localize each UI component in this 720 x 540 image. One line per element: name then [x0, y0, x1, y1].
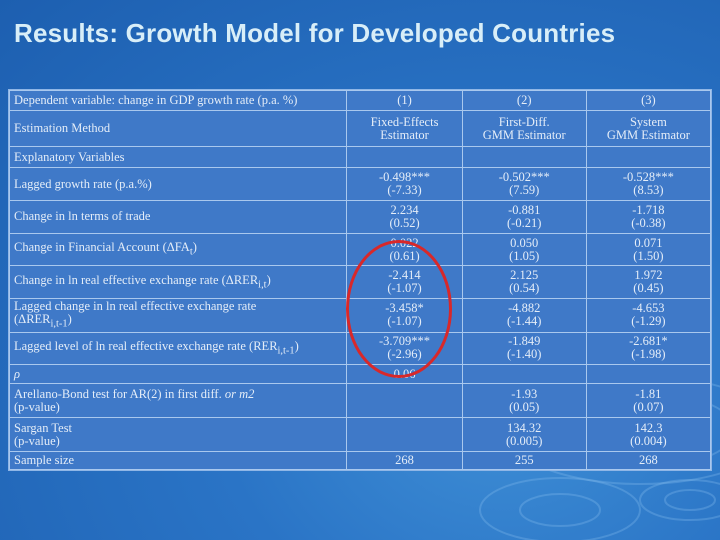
- estimation-method-row: Estimation Method Fixed-Effects Estimator…: [8, 110, 712, 148]
- table-row: Lagged growth rate (p.a.%) -0.498*** (-7.…: [8, 167, 712, 201]
- estimation-method-label: Estimation Method: [8, 110, 348, 148]
- rho-row: ρ 0.06: [8, 364, 712, 385]
- coef-cell: -1.718 (-0.38): [585, 199, 712, 234]
- coef-cell: -0.498*** (-7.33): [346, 167, 463, 201]
- row-label: Change in Financial Account (ΔFAt): [8, 232, 348, 267]
- table-row: Lagged level of ln real effective exchan…: [8, 331, 712, 366]
- sargan-row: Sargan Test (p-value) 134.32 (0.005) 142.3…: [8, 417, 712, 452]
- column-header-3: (3): [585, 89, 712, 112]
- sargan-label: Sargan Test (p-value): [8, 417, 348, 452]
- sargan-cell-2: 134.32 (0.005): [461, 417, 587, 452]
- row-label: Change in ln real effective exchange rat…: [8, 265, 348, 300]
- explanatory-variables-label: Explanatory Variables: [8, 146, 348, 169]
- sample-size-2: 255: [461, 450, 587, 471]
- column-header-1: (1): [346, 89, 463, 112]
- sample-size-3: 268: [585, 450, 712, 471]
- method-cell-3: System GMM Estimator: [585, 110, 712, 148]
- column-header-2: (2): [461, 89, 587, 112]
- coef-cell: 1.972 (0.45): [585, 265, 712, 300]
- coef-cell: -3.458* (-1.07): [346, 298, 463, 333]
- row-label: Lagged growth rate (p.a.%): [8, 167, 348, 201]
- coef-cell: -0.881 (-0.21): [461, 199, 587, 234]
- arellano-bond-label: Arellano-Bond test for AR(2) in first di…: [8, 383, 348, 419]
- coef-cell: 0.071 (1.50): [585, 232, 712, 267]
- coef-cell: -0.502*** (7.59): [461, 167, 587, 201]
- coef-cell: 2.234 (0.52): [346, 199, 463, 234]
- coef-cell: -4.882 (-1.44): [461, 298, 587, 333]
- table-row: Change in ln terms of trade 2.234 (0.52) …: [8, 199, 712, 234]
- ab-cell-2: -1.93 (0.05): [461, 383, 587, 419]
- dependent-variable-label: Dependent variable: change in GDP growth…: [8, 89, 348, 112]
- coef-cell: -4.653 (-1.29): [585, 298, 712, 333]
- ab-cell-3: -1.81 (0.07): [585, 383, 712, 419]
- method-cell-1: Fixed-Effects Estimator: [346, 110, 463, 148]
- row-label: Lagged level of ln real effective exchan…: [8, 331, 348, 366]
- sample-size-label: Sample size: [8, 450, 348, 471]
- sargan-cell-3: 142.3 (0.004): [585, 417, 712, 452]
- sample-size-1: 268: [346, 450, 463, 471]
- table-row: Change in ln real effective exchange rat…: [8, 265, 712, 300]
- arellano-bond-row: Arellano-Bond test for AR(2) in first di…: [8, 383, 712, 419]
- table-header-row: Dependent variable: change in GDP growth…: [8, 89, 712, 112]
- coef-cell: 0.050 (1.05): [461, 232, 587, 267]
- table-row: Change in Financial Account (ΔFAt) 0.022…: [8, 232, 712, 267]
- slide-title: Results: Growth Model for Developed Coun…: [14, 18, 616, 48]
- coef-cell: -1.849 (-1.40): [461, 331, 587, 366]
- table-row: Lagged change in ln real effective excha…: [8, 298, 712, 333]
- coef-cell: -3.709*** (-2.96): [346, 331, 463, 366]
- row-label: Change in ln terms of trade: [8, 199, 348, 234]
- method-cell-2: First-Diff. GMM Estimator: [461, 110, 587, 148]
- coef-cell: -2.681* (-1.98): [585, 331, 712, 366]
- rho-label: ρ: [8, 364, 348, 385]
- explanatory-variables-row: Explanatory Variables: [8, 146, 712, 169]
- coef-cell: 2.125 (0.54): [461, 265, 587, 300]
- coef-cell: 0.022 (0.61): [346, 232, 463, 267]
- rho-value: 0.06: [346, 364, 463, 385]
- sample-size-row: Sample size 268 255 268: [8, 450, 712, 471]
- results-table: Dependent variable: change in GDP growth…: [8, 89, 712, 471]
- coef-cell: -0.528*** (8.53): [585, 167, 712, 201]
- row-label: Lagged change in ln real effective excha…: [8, 298, 348, 333]
- coef-cell: -2.414 (-1.07): [346, 265, 463, 300]
